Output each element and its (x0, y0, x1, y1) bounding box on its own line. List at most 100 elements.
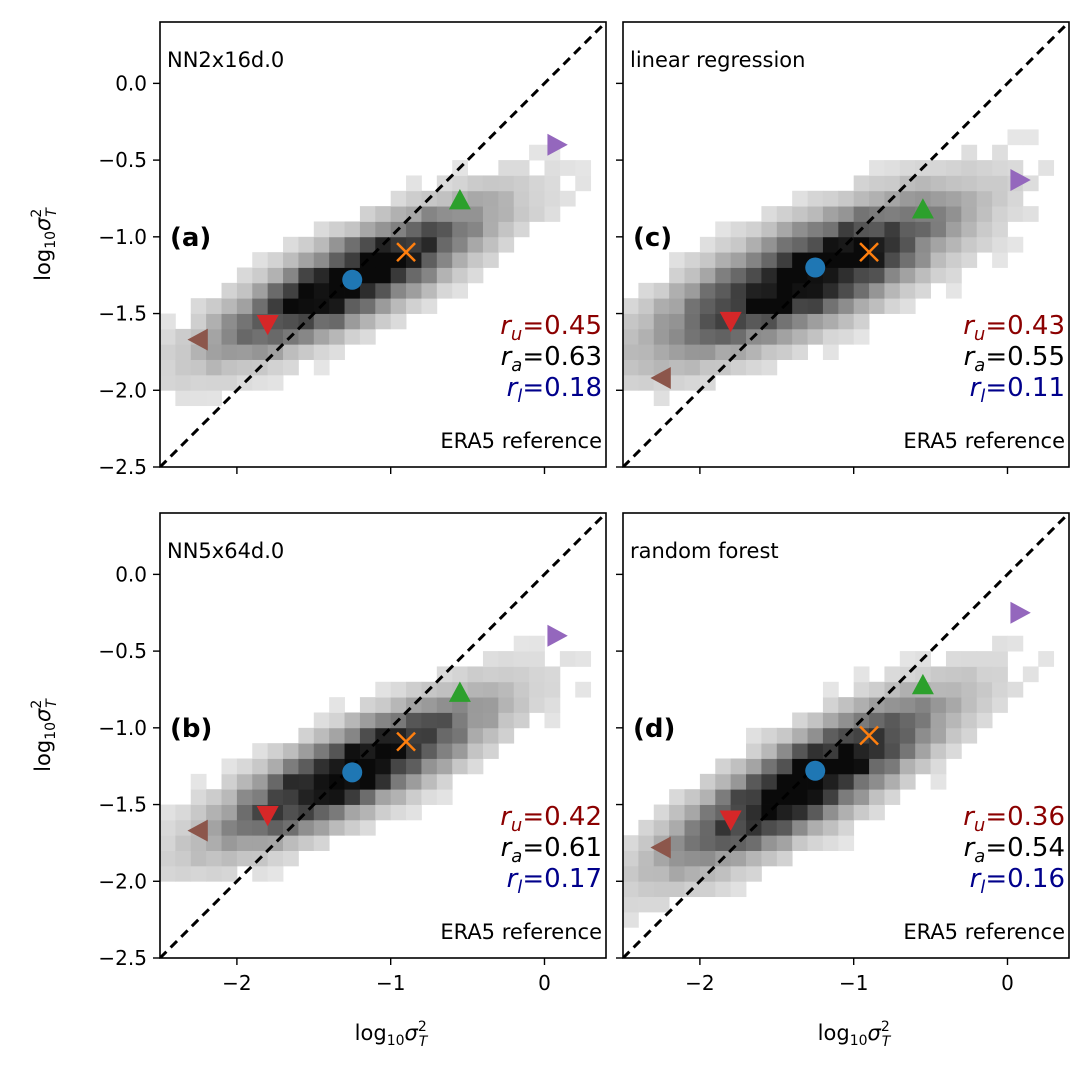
histogram-cell (482, 252, 499, 268)
histogram-cell (853, 190, 870, 207)
histogram-cell (206, 374, 222, 391)
histogram-cell (344, 743, 361, 759)
x-marker (396, 242, 416, 263)
histogram-cell (406, 282, 422, 299)
histogram-cell (283, 835, 299, 851)
histogram-cell (730, 328, 747, 345)
x-marker (396, 731, 416, 752)
histogram-cell (375, 789, 392, 805)
histogram-cell (899, 190, 916, 207)
histogram-cell (807, 298, 824, 314)
histogram-cell (730, 359, 747, 376)
histogram-cell (252, 819, 269, 836)
histogram-cell (298, 773, 315, 790)
histogram-cell (498, 712, 515, 729)
histogram-cell (252, 789, 269, 805)
histogram-cell (221, 374, 238, 391)
histogram-cell (359, 206, 376, 222)
histogram-cell (976, 206, 993, 222)
reference-label: ERA5 reference (903, 920, 1065, 944)
histogram-cell (267, 789, 284, 805)
histogram-cell (160, 835, 176, 851)
x-marker (859, 242, 879, 263)
histogram-cell (899, 743, 916, 759)
histogram-cell (899, 206, 916, 222)
histogram-cell (359, 697, 376, 713)
histogram-cell (329, 758, 345, 775)
histogram-cell (899, 221, 916, 238)
histogram-cell (699, 819, 716, 836)
histogram-cell (792, 252, 808, 268)
histogram-cell (359, 298, 376, 314)
histogram-cell (467, 712, 484, 729)
histogram-cell (746, 865, 762, 882)
histogram-cell (1038, 651, 1055, 667)
histogram-cell (853, 758, 870, 775)
histogram-cell (699, 282, 716, 299)
histogram-cell (359, 328, 376, 345)
stat-rl: rl=0.11 (970, 373, 1065, 407)
histogram-cell (945, 236, 962, 253)
histogram-cell (930, 681, 947, 698)
histogram-cell (945, 175, 962, 192)
histogram-cell (792, 221, 808, 238)
histogram-cell (822, 758, 839, 775)
histogram-cell (452, 727, 468, 744)
histogram-cell (776, 252, 793, 268)
histogram-cell (498, 175, 515, 192)
triangle-right-marker (547, 624, 568, 647)
histogram-cell (699, 328, 716, 345)
histogram-cell (298, 727, 315, 744)
histogram-cell (498, 681, 515, 698)
histogram-cell (638, 282, 655, 299)
histogram-cell (221, 328, 238, 345)
histogram-cell (899, 267, 916, 284)
histogram-cell (529, 175, 545, 192)
triangle-down-marker (719, 311, 742, 333)
histogram-cell (669, 252, 685, 268)
histogram-cell (992, 666, 1008, 683)
histogram-cell (313, 221, 330, 238)
histogram-cell (961, 727, 978, 744)
histogram-cell (669, 313, 685, 330)
histogram-cell (375, 773, 392, 790)
histogram-cell (252, 743, 269, 759)
histogram-cell (359, 712, 376, 729)
histogram-cell (1022, 666, 1039, 683)
reference-label: ERA5 reference (440, 920, 602, 944)
histogram-cell (822, 789, 839, 805)
histogram-cell (160, 328, 176, 345)
histogram-cell (899, 773, 916, 790)
histogram-cell (746, 359, 762, 376)
histogram-cell (575, 651, 592, 667)
histogram-cell (513, 160, 530, 176)
histogram-cell (313, 328, 330, 345)
histogram-cell (853, 789, 870, 805)
histogram-cell (390, 190, 407, 207)
histogram-cell (175, 804, 192, 821)
histogram-cell (575, 681, 592, 698)
histogram-cell (236, 282, 253, 299)
histogram-cell (1022, 206, 1039, 222)
histogram-cell (884, 298, 901, 314)
histogram-cell (961, 144, 978, 161)
histogram-cell (669, 328, 685, 345)
histogram-cell (436, 221, 453, 238)
histogram-cell (761, 850, 778, 867)
histogram-cell (375, 282, 392, 299)
triangle-left-marker (187, 819, 208, 842)
histogram-cell (945, 712, 962, 729)
histogram-cell (206, 835, 222, 851)
histogram-cell (359, 758, 376, 775)
histogram-cell (638, 835, 655, 851)
histogram-cell (482, 221, 499, 238)
x-tick-label: 0 (538, 971, 551, 995)
histogram-cell (452, 758, 468, 775)
histogram-cell (252, 252, 269, 268)
histogram-cell (421, 773, 438, 790)
y-tick-label: −1.0 (98, 225, 147, 249)
histogram-cell (653, 313, 670, 330)
histogram-cell (436, 697, 453, 713)
histogram-cell (899, 252, 916, 268)
histogram-cell (236, 804, 253, 821)
